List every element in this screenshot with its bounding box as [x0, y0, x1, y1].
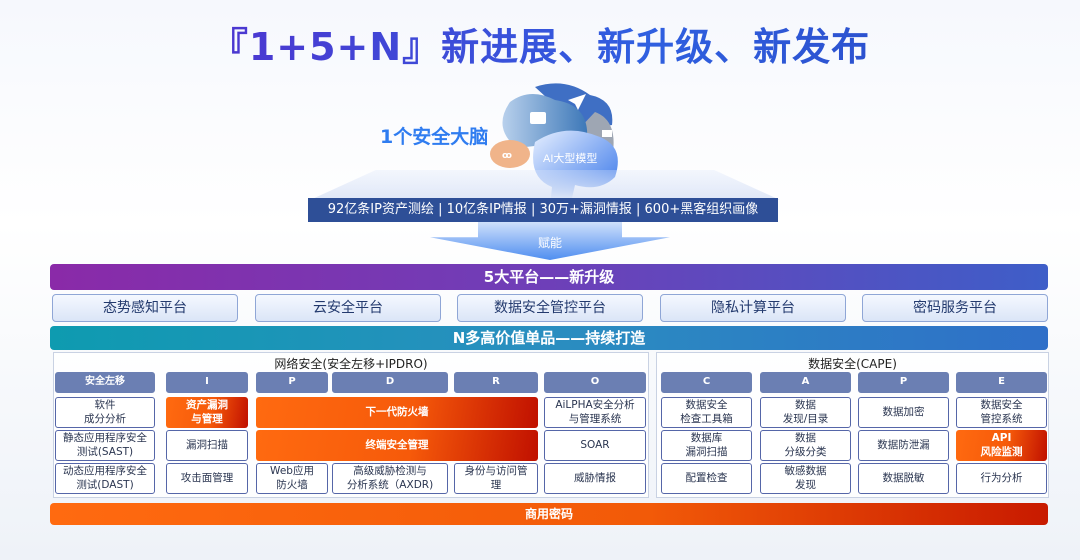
brain-label: 1个安全大脑 [380, 126, 489, 148]
platform-button[interactable]: 态势感知平台 [52, 294, 238, 322]
column-header: C [661, 372, 752, 393]
product-tile[interactable]: 威胁情报 [544, 463, 646, 494]
product-tile[interactable]: 数据防泄漏 [858, 430, 949, 461]
product-tile[interactable]: 数据 分级分类 [760, 430, 851, 461]
column-header: O [544, 372, 646, 393]
column-header: I [166, 372, 248, 393]
platform-button[interactable]: 云安全平台 [255, 294, 441, 322]
column-header: P [256, 372, 328, 393]
column-header: E [956, 372, 1047, 393]
stats-platform-shape [310, 170, 780, 200]
product-tile[interactable]: 漏洞扫描 [166, 430, 248, 461]
product-tile[interactable]: 终端安全管理 [256, 430, 538, 461]
product-tile[interactable]: 行为分析 [956, 463, 1047, 494]
brain-lobe-orange [490, 140, 530, 168]
platform-button[interactable]: 隐私计算平台 [660, 294, 846, 322]
product-tile[interactable]: 数据加密 [858, 397, 949, 428]
product-tile[interactable]: 高级威胁检测与 分析系统（AXDR) [332, 463, 448, 494]
product-tile[interactable]: 攻击面管理 [166, 463, 248, 494]
column-header: R [454, 372, 538, 393]
product-tile[interactable]: SOAR [544, 430, 646, 461]
products-band: N多高价值单品——持续打造 [50, 326, 1048, 350]
paper-plane-icon [568, 94, 586, 110]
briefcase-icon [530, 112, 546, 124]
brain-graphic: ꝏ AI大型模型 [490, 83, 618, 202]
product-tile[interactable]: 身份与访问管 理 [454, 463, 538, 494]
product-tile[interactable]: 数据 发现/目录 [760, 397, 851, 428]
product-tile[interactable]: API 风险监测 [956, 430, 1047, 461]
chat-icon [602, 130, 612, 137]
arrow-label: 赋能 [537, 236, 562, 250]
product-tile[interactable]: 下一代防火墙 [256, 397, 538, 428]
product-tile[interactable]: 敏感数据 发现 [760, 463, 851, 494]
product-tile[interactable]: 数据脱敏 [858, 463, 949, 494]
product-tile[interactable]: 数据安全 检查工具箱 [661, 397, 752, 428]
column-header: P [858, 372, 949, 393]
product-tile[interactable]: 静态应用程序安全 测试(SAST) [55, 430, 155, 461]
commercial-crypto-band: 商用密码 [50, 503, 1048, 525]
page-title: 『1+5+N』新进展、新升级、新发布 [0, 16, 1080, 71]
product-tile[interactable]: 配置检查 [661, 463, 752, 494]
product-tile[interactable]: AiLPHA安全分析 与管理系统 [544, 397, 646, 428]
product-tile[interactable]: 动态应用程序安全 测试(DAST) [55, 463, 155, 494]
platforms-band: 5大平台——新升级 [50, 264, 1048, 290]
column-header: A [760, 372, 851, 393]
column-header: 安全左移 [55, 372, 155, 393]
column-header: D [332, 372, 448, 393]
network-security-title: 网络安全(安全左移+IPDRO) [274, 357, 428, 371]
platform-button[interactable]: 数据安全管控平台 [457, 294, 643, 322]
platform-button[interactable]: 密码服务平台 [862, 294, 1048, 322]
product-tile[interactable]: 资产漏洞 与管理 [166, 397, 248, 428]
data-security-title: 数据安全(CAPE) [808, 357, 897, 371]
stats-bar: 92亿条IP资产测绘 | 10亿条IP情报 | 30万+漏洞情报 | 600+黑… [308, 198, 778, 222]
voicemail-icon: ꝏ [502, 151, 512, 161]
product-tile[interactable]: Web应用 防火墙 [256, 463, 328, 494]
product-tile[interactable]: 软件 成分分析 [55, 397, 155, 428]
ai-model-label: AI大型模型 [543, 151, 597, 165]
product-tile[interactable]: 数据安全 管控系统 [956, 397, 1047, 428]
product-tile[interactable]: 数据库 漏洞扫描 [661, 430, 752, 461]
